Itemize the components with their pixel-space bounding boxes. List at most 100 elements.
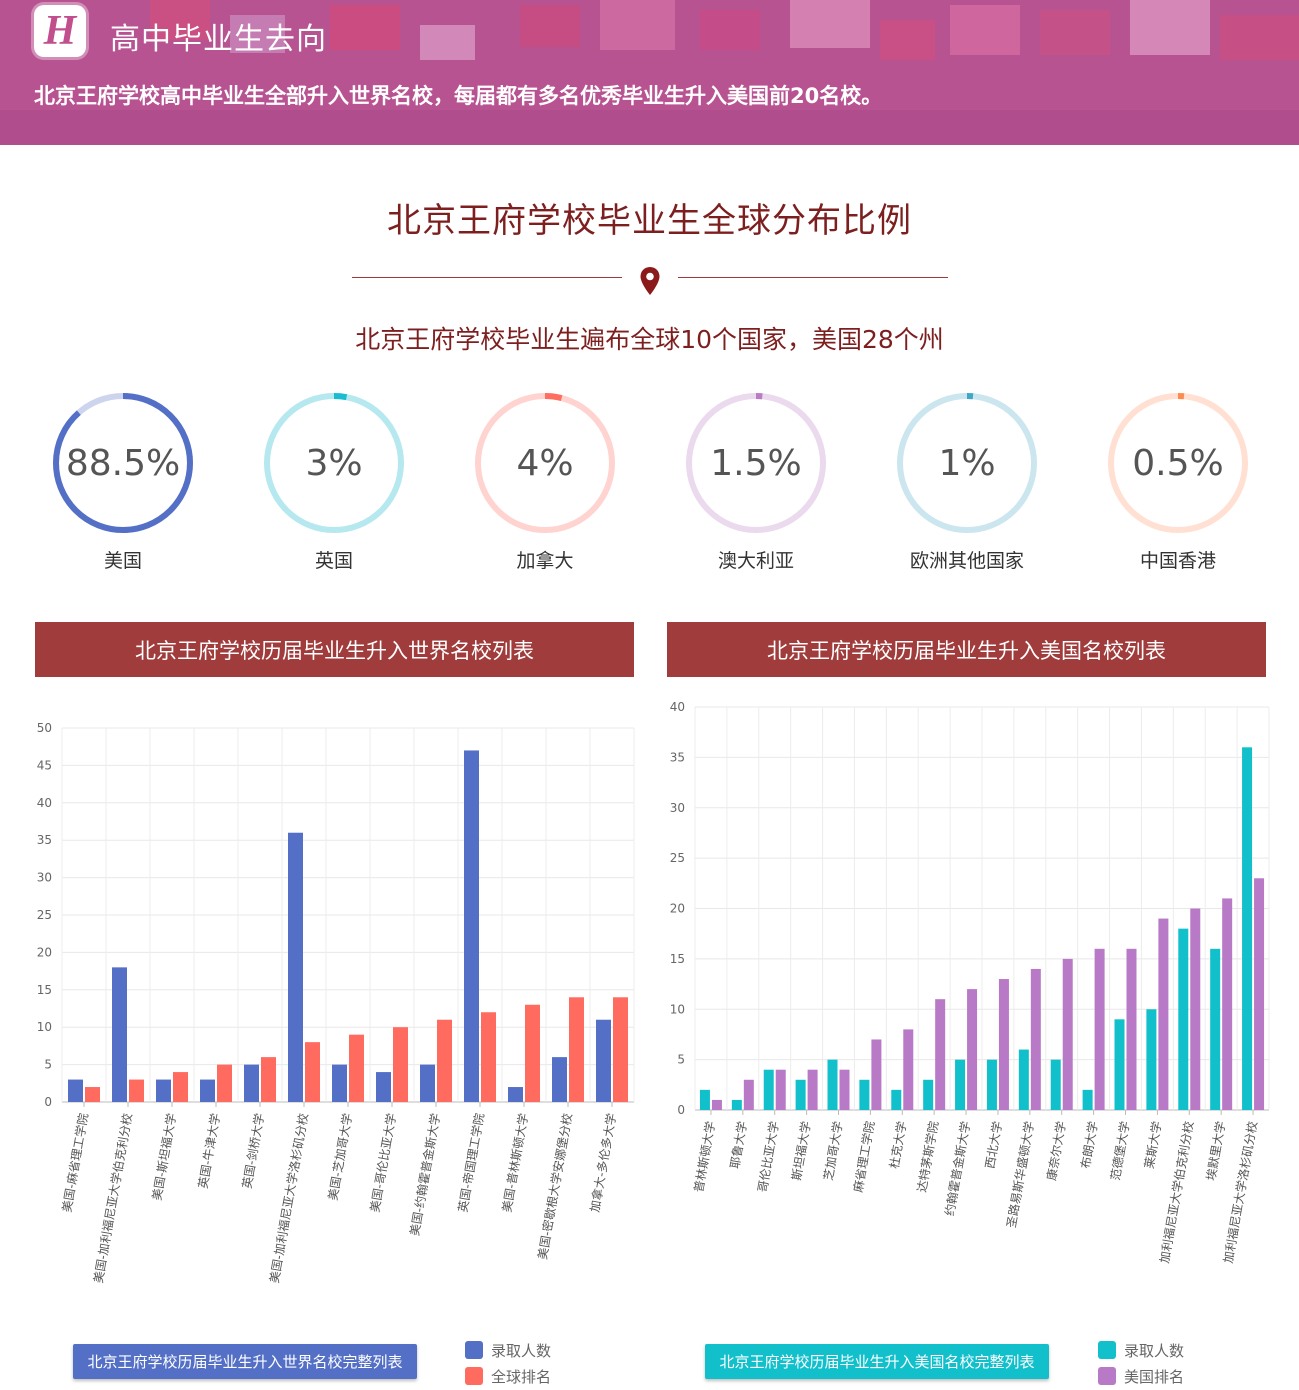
x-tick-label: 加拿大-多伦多大学 — [587, 1112, 619, 1213]
x-tick-label: 美国-哥伦比亚大学 — [367, 1112, 399, 1213]
bar — [376, 1072, 391, 1102]
x-tick-label: 美国-加利福尼亚大学洛杉矶分校 — [266, 1112, 311, 1284]
school-logo[interactable]: H — [34, 5, 86, 57]
bar — [508, 1087, 523, 1102]
legend-item[interactable]: 录取人数 — [465, 1337, 551, 1363]
x-tick-label: 英国-牛津大学 — [195, 1112, 223, 1190]
bar — [1094, 948, 1105, 1110]
bar — [569, 997, 584, 1102]
x-tick-label: 美国-密歇根大学安娜堡分校 — [534, 1112, 575, 1261]
bar — [129, 1079, 144, 1102]
x-tick-label: 范德堡大学 — [1107, 1120, 1132, 1182]
y-tick-label: 40 — [37, 796, 52, 810]
x-tick-label: 莱斯大学 — [1141, 1120, 1164, 1170]
us-chart-legend: 录取人数 美国排名 — [1098, 1337, 1184, 1389]
bar — [1114, 1019, 1125, 1110]
legend-item[interactable]: 录取人数 — [1098, 1337, 1184, 1363]
bar — [244, 1064, 259, 1102]
ring-percent: 1% — [938, 442, 996, 484]
x-tick-label: 英国-帝国理工学院 — [455, 1112, 487, 1213]
bar — [998, 979, 1009, 1110]
ring-percent: 88.5% — [65, 442, 181, 484]
y-tick-label: 5 — [44, 1058, 52, 1072]
x-tick-label: 埃默里大学 — [1203, 1120, 1228, 1182]
x-tick-label: 美国-普林斯顿大学 — [499, 1112, 531, 1213]
world-schools-chart: 0 5 10 15 20 25 30 35 40 45 50 美国-麻省理工学院 美国-加利福尼亚大学伯… — [37, 721, 635, 1284]
x-tick-label: 达特茅斯学院 — [914, 1120, 941, 1194]
divider-right — [678, 277, 948, 278]
flags-background-image — [0, 0, 1299, 145]
x-tick-label: 布朗大学 — [1077, 1120, 1100, 1170]
bar — [731, 1099, 742, 1110]
bar — [261, 1057, 276, 1102]
bar — [420, 1064, 435, 1102]
bar — [859, 1079, 870, 1110]
x-tick-label: 美国-麻省理工学院 — [59, 1112, 91, 1213]
y-tick-label: 20 — [670, 902, 685, 916]
ring-graphic — [475, 393, 615, 533]
bar — [699, 1089, 710, 1110]
y-tick-label: 10 — [37, 1020, 52, 1034]
legend-swatch — [465, 1367, 483, 1385]
bar — [1050, 1059, 1061, 1110]
ring-label: 美国 — [103, 550, 142, 572]
y-tick-label: 30 — [670, 801, 685, 815]
bar — [1254, 878, 1265, 1110]
bar — [986, 1059, 997, 1110]
ring-gauge: 3% — [262, 391, 406, 535]
x-tick-label: 杜克大学 — [886, 1120, 909, 1170]
bar — [871, 1039, 882, 1110]
x-tick-label: 美国-芝加哥大学 — [325, 1112, 355, 1202]
y-tick-label: 20 — [37, 945, 52, 959]
y-tick-label: 10 — [670, 1002, 685, 1016]
ring-progress-arc — [1108, 393, 1248, 533]
bar — [903, 1029, 914, 1110]
bar — [1030, 968, 1041, 1110]
x-tick-label: 康奈尔大学 — [1043, 1120, 1068, 1182]
bar — [891, 1089, 902, 1110]
ring-gauge: 1% — [895, 391, 1039, 535]
ring-graphic — [1108, 393, 1248, 533]
bar — [1146, 1009, 1157, 1110]
bar — [1210, 948, 1221, 1110]
bar — [775, 1069, 786, 1110]
bar — [1158, 918, 1169, 1110]
world-schools-header: 北京王府学校历届毕业生升入世界名校列表 — [35, 622, 634, 677]
world-full-list-button[interactable]: 北京王府学校历届毕业生升入世界名校完整列表 — [73, 1344, 417, 1379]
ring-gauge: 1.5% — [684, 391, 828, 535]
y-tick-label: 15 — [670, 952, 685, 966]
world-chart-legend: 录取人数 全球排名 — [465, 1337, 551, 1389]
ring-progress-arc — [53, 393, 193, 533]
ring-label: 英国 — [314, 550, 353, 572]
x-tick-label: 耶鲁大学 — [727, 1120, 750, 1170]
section-title: 北京王府学校毕业生全球分布比例 — [387, 201, 912, 241]
bar — [827, 1059, 838, 1110]
bar — [437, 1019, 452, 1102]
y-tick-label: 5 — [677, 1053, 685, 1067]
ring-graphic — [897, 393, 1037, 533]
bar — [596, 1019, 611, 1102]
bar — [552, 1057, 567, 1102]
legend-swatch — [1098, 1341, 1116, 1359]
y-tick-label: 30 — [37, 871, 52, 885]
banner-title: 高中毕业生去向 — [110, 22, 327, 57]
y-tick-label: 35 — [37, 833, 52, 847]
y-tick-label: 35 — [670, 750, 685, 764]
bar — [217, 1064, 232, 1102]
divider-left — [352, 277, 622, 278]
bar — [464, 750, 479, 1102]
bar — [1082, 1089, 1093, 1110]
y-tick-label: 0 — [677, 1103, 685, 1117]
us-full-list-button[interactable]: 北京王府学校历届毕业生升入美国名校完整列表 — [705, 1344, 1049, 1379]
x-tick-label: 哥伦比亚大学 — [754, 1120, 781, 1194]
legend-item[interactable]: 全球排名 — [465, 1363, 551, 1389]
x-tick-label: 麻省理工学院 — [850, 1120, 877, 1194]
ring-progress-arc — [264, 393, 404, 533]
y-tick-label: 25 — [670, 851, 685, 865]
legend-item[interactable]: 美国排名 — [1098, 1363, 1184, 1389]
ring-graphic — [264, 393, 404, 533]
us-schools-chart: 0 5 10 15 20 25 30 35 40 普林斯顿大学 耶鲁大学 哥伦比亚大学 斯坦福大学 芝加哥… — [670, 700, 1270, 1264]
location-pin-icon — [640, 267, 660, 295]
ring-progress-arc — [475, 393, 615, 533]
bar — [393, 1027, 408, 1102]
